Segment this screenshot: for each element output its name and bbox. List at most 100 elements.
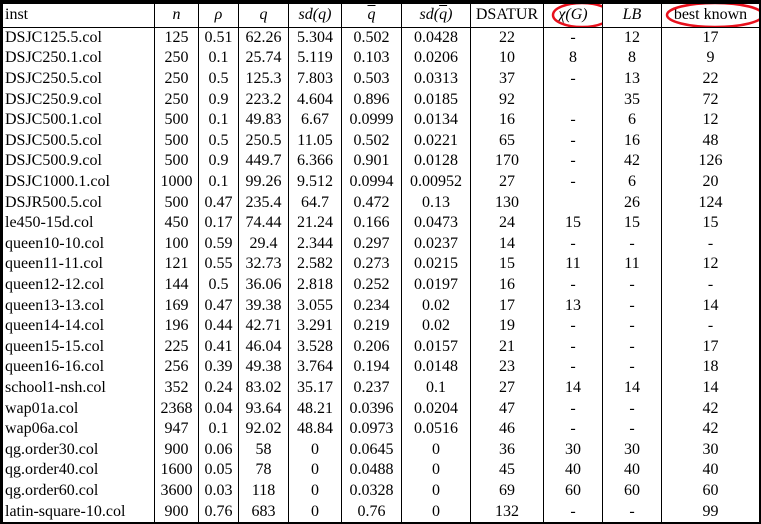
cell-q: 62.26	[238, 27, 289, 49]
table-row: queen11-11.col 121 0.55 32.73 2.582 0.273 0.02…	[2, 254, 760, 275]
cell-best: 17	[661, 27, 760, 49]
col-header-rho: ρ	[198, 4, 239, 28]
cell-dsatur: 92	[470, 89, 544, 110]
cell-sdq: 3.055	[288, 295, 342, 316]
cell-sdq: 7.803	[288, 68, 342, 90]
cell-lb: -	[602, 295, 662, 316]
cell-qbar: 0.194	[341, 357, 402, 378]
cell-qbar: 0.503	[341, 68, 402, 90]
cell-dsatur: 69	[470, 480, 544, 502]
cell-n: 125	[154, 27, 199, 49]
cell-q: 683	[238, 501, 289, 522]
cell-sdq: 5.304	[288, 27, 342, 49]
header-row: inst n ρ q sd(q) q sd(q) DSATUR χ(G) LB	[2, 4, 760, 28]
col-header-chi: χ(G)	[543, 4, 603, 28]
col-header-qbar: q	[341, 4, 402, 28]
cell-n: 250	[154, 68, 199, 90]
cell-rho: 0.44	[198, 315, 239, 337]
cell-lb: 30	[602, 439, 662, 461]
cell-dsatur: 15	[470, 254, 544, 275]
table-body: DSJC125.5.col 125 0.51 62.26 5.304 0.502 0.042…	[2, 27, 760, 522]
cell-dsatur: 46	[470, 418, 544, 440]
cell-sdqbar: 0.13	[401, 192, 471, 213]
cell-qbar: 0.297	[341, 233, 402, 255]
table-row: DSJR500.5.col 500 0.47 235.4 64.7 0.472 0.13 13…	[2, 192, 760, 213]
cell-qbar: 0.502	[341, 27, 402, 49]
cell-sdq: 3.291	[288, 315, 342, 337]
col-header-q: q	[238, 4, 289, 28]
cell-lb: 12	[602, 27, 662, 49]
table-row: DSJC500.5.col 500 0.5 250.5 11.05 0.502 0.0221…	[2, 130, 760, 152]
cell-sdqbar: 0.0185	[401, 89, 471, 110]
cell-rho: 0.05	[198, 460, 239, 481]
cell-chi: 8	[543, 48, 603, 69]
cell-inst: qg.order60.col	[2, 480, 155, 502]
cell-n: 256	[154, 357, 199, 378]
cell-inst: DSJC500.5.col	[2, 130, 155, 152]
cell-lb: -	[602, 357, 662, 378]
cell-sdqbar: 0.00952	[401, 171, 471, 193]
cell-chi: -	[543, 398, 603, 419]
cell-qbar: 0.0994	[341, 171, 402, 193]
cell-sdq: 6.366	[288, 151, 342, 172]
cell-q: 83.02	[238, 377, 289, 399]
cell-rho: 0.47	[198, 295, 239, 316]
cell-n: 100	[154, 233, 199, 255]
cell-inst: wap01a.col	[2, 398, 155, 419]
cell-lb: 6	[602, 109, 662, 131]
cell-q: 223.2	[238, 89, 289, 110]
cell-q: 78	[238, 460, 289, 481]
cell-sdq: 5.119	[288, 48, 342, 69]
cell-inst: school1-nsh.col	[2, 377, 155, 399]
table-row: DSJC500.9.col 500 0.9 449.7 6.366 0.901 0.0128…	[2, 151, 760, 172]
table-row: le450-15d.col 450 0.17 74.44 21.24 0.166 0.047…	[2, 212, 760, 234]
cell-chi: 14	[543, 377, 603, 399]
cell-inst: DSJC500.9.col	[2, 151, 155, 172]
cell-best: 42	[661, 418, 760, 440]
cell-rho: 0.47	[198, 192, 239, 213]
cell-dsatur: 36	[470, 439, 544, 461]
cell-rho: 0.76	[198, 501, 239, 522]
cell-q: 58	[238, 439, 289, 461]
cell-inst: DSJC250.1.col	[2, 48, 155, 69]
cell-inst: queen12-12.col	[2, 274, 155, 296]
cell-n: 3600	[154, 480, 199, 502]
cell-n: 225	[154, 336, 199, 358]
cell-chi: -	[543, 68, 603, 90]
table-row: queen10-10.col 100 0.59 29.4 2.344 0.297 0.023…	[2, 233, 760, 255]
cell-sdqbar: 0.0516	[401, 418, 471, 440]
cell-chi: -	[543, 418, 603, 440]
cell-n: 1600	[154, 460, 199, 481]
cell-rho: 0.03	[198, 480, 239, 502]
cell-sdqbar: 0.0473	[401, 212, 471, 234]
cell-best: 99	[661, 501, 760, 522]
cell-sdqbar: 0.02	[401, 315, 471, 337]
cell-sdqbar: 0.0221	[401, 130, 471, 152]
cell-chi: -	[543, 151, 603, 172]
cell-dsatur: 27	[470, 171, 544, 193]
cell-inst: DSJC1000.1.col	[2, 171, 155, 193]
table-row: school1-nsh.col 352 0.24 83.02 35.17 0.237 0.1…	[2, 377, 760, 399]
cell-rho: 0.39	[198, 357, 239, 378]
table-row: qg.order30.col 900 0.06 58 0 0.0645 0 36 30 30 30	[2, 439, 760, 461]
cell-best: 14	[661, 295, 760, 316]
cell-q: 118	[238, 480, 289, 502]
cell-rho: 0.5	[198, 68, 239, 90]
cell-best: 17	[661, 336, 760, 358]
cell-qbar: 0.0645	[341, 439, 402, 461]
table-row: DSJC1000.1.col 1000 0.1 99.26 9.512 0.0994 0.0…	[2, 171, 760, 193]
cell-q: 74.44	[238, 212, 289, 234]
cell-n: 352	[154, 377, 199, 399]
cell-rho: 0.1	[198, 48, 239, 69]
cell-rho: 0.06	[198, 439, 239, 461]
cell-rho: 0.04	[198, 398, 239, 419]
cell-lb: -	[602, 233, 662, 255]
cell-dsatur: 45	[470, 460, 544, 481]
cell-sdqbar: 0	[401, 460, 471, 481]
cell-n: 196	[154, 315, 199, 337]
col-header-best: best known	[661, 4, 760, 28]
cell-sdqbar: 0.0128	[401, 151, 471, 172]
cell-chi: -	[543, 315, 603, 337]
cell-sdq: 0	[288, 501, 342, 522]
